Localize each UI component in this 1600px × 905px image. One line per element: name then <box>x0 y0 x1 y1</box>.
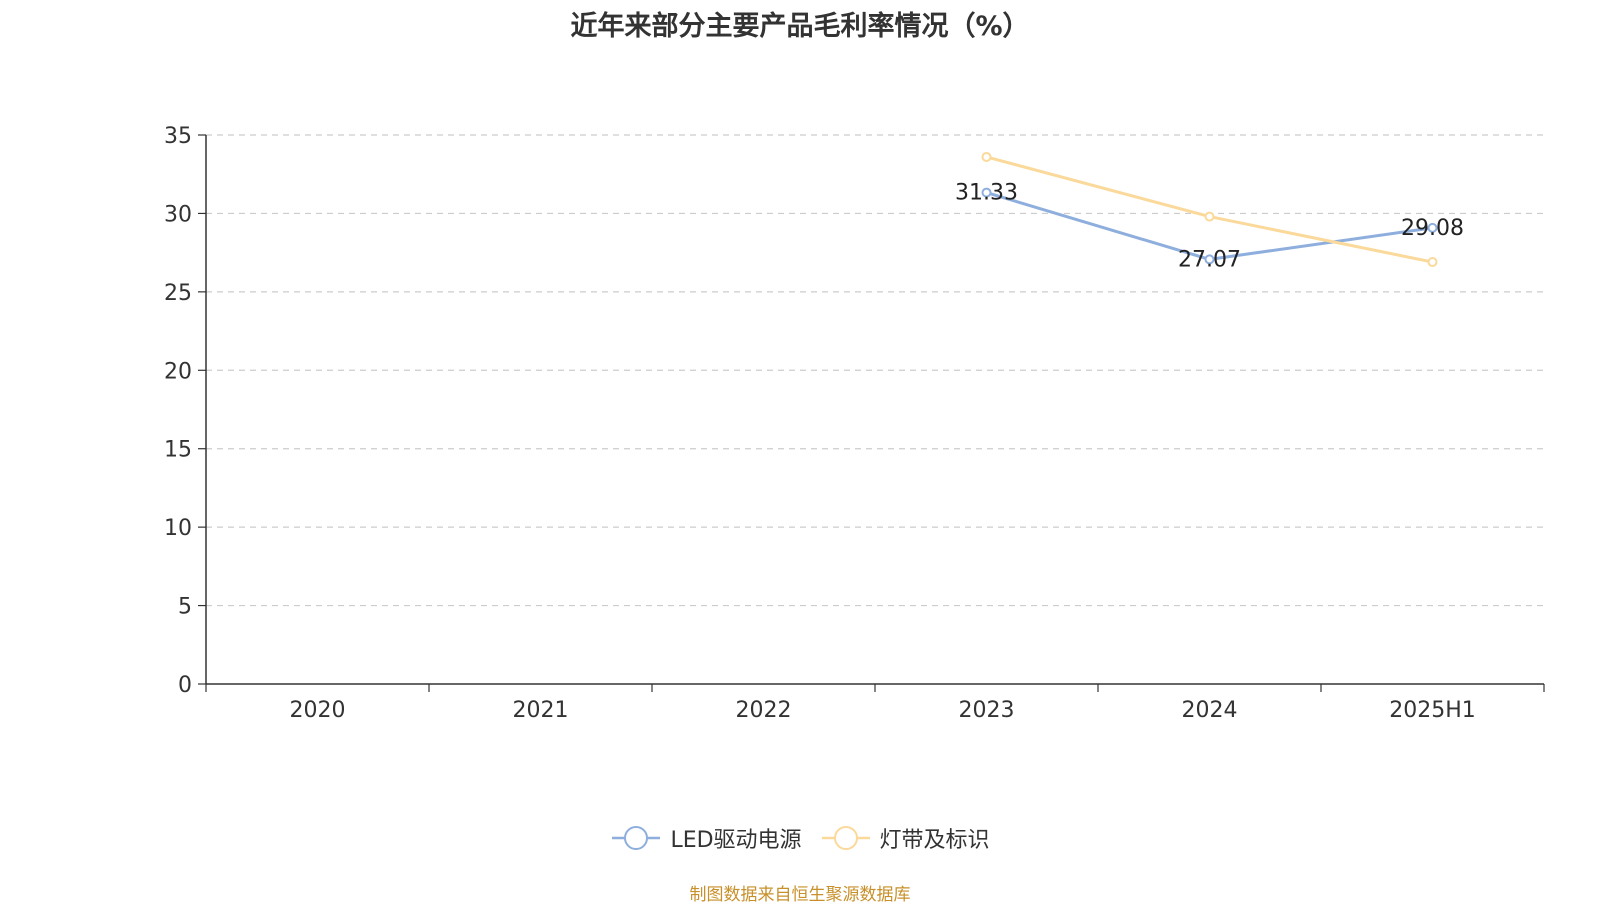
y-tick-label: 20 <box>164 359 192 384</box>
y-tick-label: 25 <box>164 281 192 306</box>
data-point <box>1427 222 1438 233</box>
data-label: 27.07 <box>1178 247 1241 272</box>
x-tick-label: 2023 <box>959 698 1015 723</box>
x-tick-label: 2022 <box>736 698 792 723</box>
legend-item[interactable]: LED驱动电源 <box>610 822 802 854</box>
data-label: 29.08 <box>1401 216 1464 241</box>
x-tick-label: 2024 <box>1182 698 1238 723</box>
source-note: 制图数据来自恒生聚源数据库 <box>689 885 911 905</box>
x-tick-label: 2025H1 <box>1389 698 1476 723</box>
y-tick-label: 5 <box>178 595 192 620</box>
legend-label: 灯带及标识 <box>879 828 990 853</box>
axes: 0 5 10 15 20 25 30 35 2020 2021 2022 2023 2024 2025H1 <box>164 124 1545 723</box>
data-point <box>1204 254 1215 265</box>
chart-title: 近年来部分主要产品毛利率情况（%） <box>570 11 1030 42</box>
legend: LED驱动电源 灯带及标识 <box>0 822 1600 854</box>
y-tick-label: 30 <box>164 202 192 227</box>
legend-label: LED驱动电源 <box>670 828 802 853</box>
series-line <box>986 155 1433 264</box>
y-tick-label: 10 <box>164 516 192 541</box>
legend-marker-icon <box>612 826 661 850</box>
legend-item[interactable]: 灯带及标识 <box>820 822 990 854</box>
data-point <box>981 151 992 162</box>
data-label: 31.33 <box>955 181 1018 206</box>
y-tick-label: 15 <box>164 438 192 463</box>
data-point <box>1204 211 1215 222</box>
y-tick-label: 35 <box>164 124 192 149</box>
y-tick-label: 0 <box>178 673 192 698</box>
legend-marker-icon <box>821 826 870 850</box>
series-lines <box>981 151 1438 268</box>
data-labels: 31.33 27.07 29.08 <box>955 181 1464 273</box>
x-tick-label: 2021 <box>513 698 569 723</box>
data-point <box>1427 257 1438 268</box>
grid-lines <box>206 134 1544 607</box>
x-tick-label: 2020 <box>290 698 346 723</box>
data-point <box>981 187 992 198</box>
